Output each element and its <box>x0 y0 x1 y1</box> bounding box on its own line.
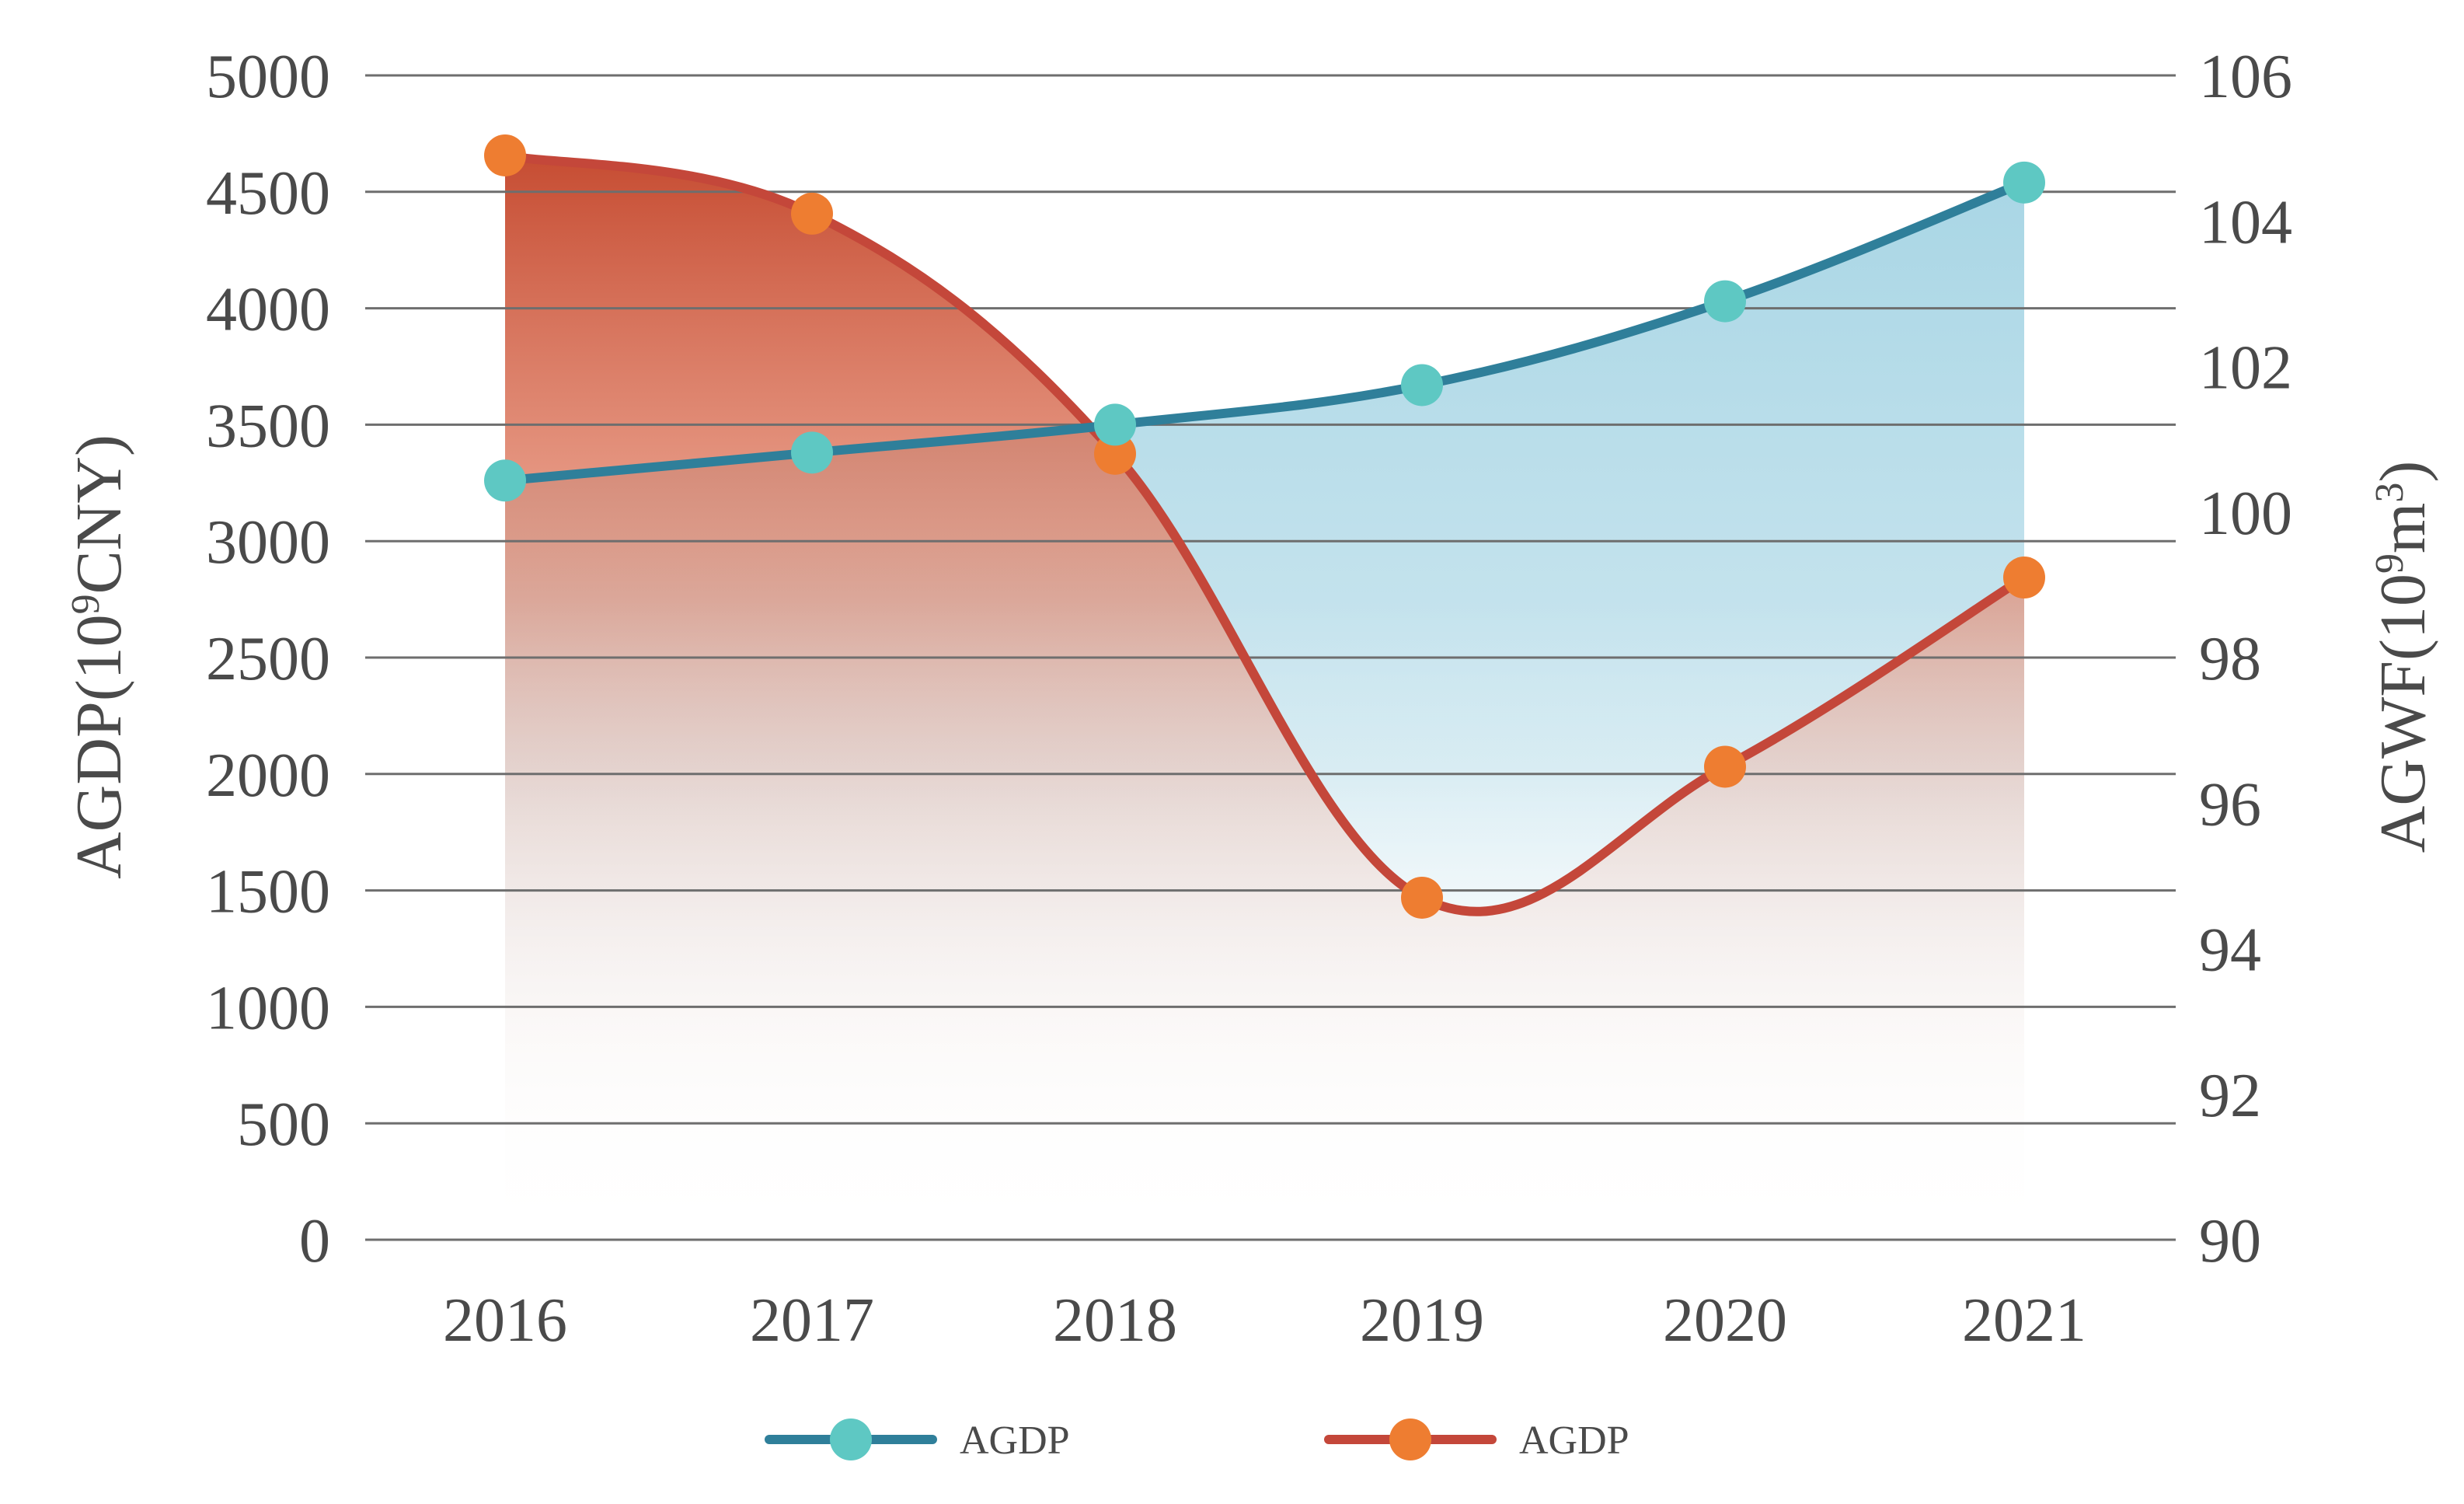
legend-entry-agdp-right: AGDP <box>1324 1419 1629 1463</box>
left-tick-label: 3500 <box>206 392 330 460</box>
point-orange <box>1704 745 1746 788</box>
right-tick-label: 90 <box>2199 1207 2261 1275</box>
left-tick-label: 0 <box>299 1207 330 1275</box>
x-tick-label: 2016 <box>443 1286 567 1355</box>
point-orange <box>2003 557 2045 599</box>
x-tick-label: 2018 <box>1053 1286 1177 1355</box>
legend: AGDP AGDP <box>765 1419 1629 1463</box>
left-tick-label: 4500 <box>206 159 330 228</box>
point-teal <box>2003 161 2045 204</box>
right-tick-label: 102 <box>2199 334 2292 403</box>
legend-label-1: AGDP <box>960 1419 1070 1463</box>
x-tick-label: 2021 <box>1962 1286 2086 1355</box>
point-orange <box>791 192 833 235</box>
right-tick-label: 96 <box>2199 770 2261 839</box>
left-tick-label: 500 <box>237 1090 330 1159</box>
series-line-blue <box>500 177 2029 486</box>
right-tick-label: 98 <box>2199 625 2261 693</box>
point-orange <box>1094 432 1136 475</box>
left-tick-label: 1000 <box>206 974 330 1042</box>
point-teal <box>484 459 526 502</box>
x-tick-label: 2017 <box>750 1286 874 1355</box>
tick-label-layer: 0 500 1000 1500 2000 2500 3000 3500 4000 4500 5000… <box>206 43 2292 1355</box>
legend-swatch-marker-orange <box>1389 1419 1431 1460</box>
right-tick-label: 100 <box>2199 480 2292 548</box>
left-tick-label: 3000 <box>206 508 330 577</box>
right-axis-title: AGWF(109m3) <box>2367 461 2439 853</box>
left-axis-title: AGDP(109CNY) <box>63 434 135 879</box>
left-tick-label: 1500 <box>206 858 330 926</box>
right-tick-label: 94 <box>2199 916 2261 985</box>
point-teal <box>1401 364 1443 407</box>
point-teal <box>1704 280 1746 323</box>
left-tick-label: 2000 <box>206 742 330 810</box>
left-tick-label: 4000 <box>206 276 330 344</box>
x-tick-label: 2019 <box>1360 1286 1484 1355</box>
marker-layer <box>484 134 2045 919</box>
right-tick-label: 106 <box>2199 43 2292 111</box>
grid-layer <box>365 74 2176 1241</box>
left-tick-label: 5000 <box>206 43 330 111</box>
point-teal <box>791 431 833 474</box>
right-tick-label: 92 <box>2199 1062 2261 1130</box>
legend-entry-agdp-left: AGDP <box>765 1419 1070 1463</box>
legend-swatch-marker-blue <box>830 1419 872 1460</box>
legend-label-2: AGDP <box>1519 1419 1629 1463</box>
right-tick-label: 104 <box>2199 188 2292 256</box>
left-tick-label: 2500 <box>206 625 330 693</box>
point-orange <box>484 134 526 176</box>
x-tick-label: 2020 <box>1663 1286 1787 1355</box>
point-teal <box>1094 403 1136 446</box>
point-orange <box>1401 876 1443 919</box>
